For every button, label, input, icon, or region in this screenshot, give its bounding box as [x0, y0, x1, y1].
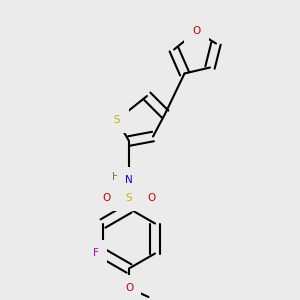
Text: S: S — [126, 193, 132, 203]
Text: O: O — [102, 193, 111, 203]
Text: O: O — [192, 26, 201, 37]
Text: F: F — [93, 248, 98, 259]
Text: O: O — [125, 283, 133, 293]
Text: O: O — [147, 193, 156, 203]
Text: S: S — [114, 115, 120, 125]
Text: N: N — [125, 175, 133, 185]
Text: H: H — [112, 172, 119, 182]
